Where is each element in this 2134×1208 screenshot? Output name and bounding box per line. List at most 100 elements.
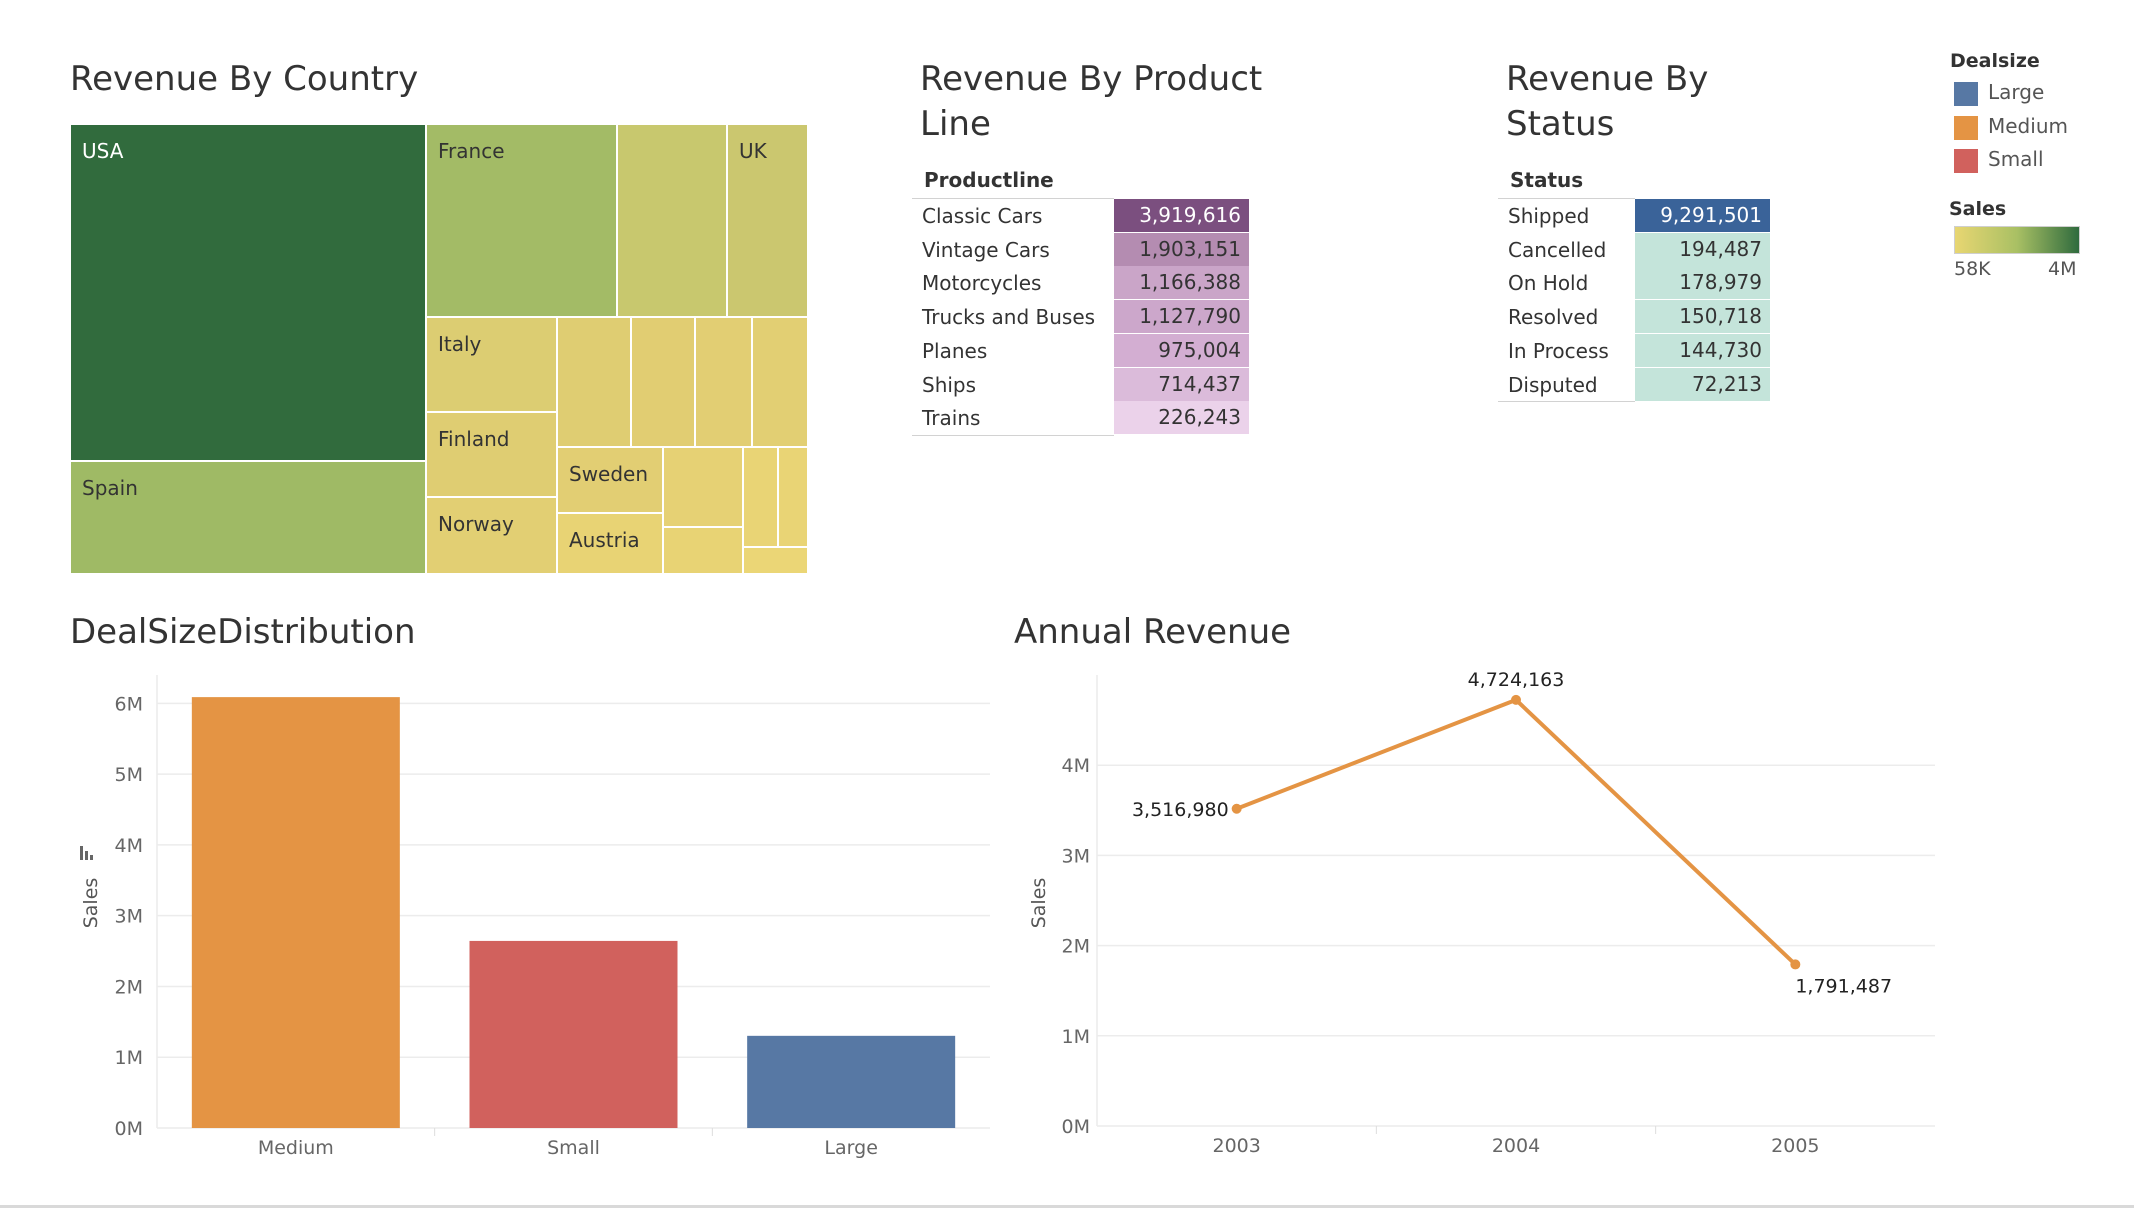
treemap-cell-austria[interactable]: Austria [557,513,663,574]
product-line-title-line1: Revenue By Product [920,59,1263,99]
product-label: Planes [922,338,988,363]
status-value: 9,291,501 [1635,199,1770,232]
product-line-title: Revenue By Product Line [920,57,1262,147]
annual-line-chart: 3,516,980 4,724,163 1,791,487 0M 1M 2M 3M 4M 20… [1028,669,1935,1157]
bar-y-axis-label: Sales [80,878,102,929]
treemap-label-uk: UK [739,139,767,163]
bar-medium[interactable] [191,697,400,1128]
status-title-line1: Revenue By [1506,59,1709,99]
bar-small[interactable] [469,940,678,1128]
product-table-top-rule [912,198,1114,199]
bar-y-tick-label: 6M [115,693,143,715]
product-label: Trains [922,406,981,431]
line-data-label: 4,724,163 [1468,669,1565,691]
bar-y-tick-label: 3M [115,906,143,928]
sales-legend-title: Sales [1949,198,2007,220]
status-table-top-rule [1498,198,1635,199]
line-y-axis-label: Sales [1028,878,1050,929]
product-row-planes[interactable]: Planes 975,004 [912,333,1249,368]
line-series-path [1235,697,1797,966]
product-value: 3,919,616 [1114,199,1249,232]
line-y-tick-label: 2M [1062,936,1090,958]
product-row-vintage-cars[interactable]: Vintage Cars 1,903,151 [912,232,1249,267]
treemap-cell[interactable] [743,447,778,547]
product-label: Trucks and Buses [922,305,1096,330]
status-row-on-hold[interactable]: On Hold 178,979 [1498,266,1770,300]
sales-legend-min: 58K [1954,258,1991,280]
product-row-motorcycles[interactable]: Motorcycles 1,166,388 [912,266,1249,300]
line-marks: 3,516,980 4,724,163 1,791,487 [1132,669,1892,998]
status-label: Shipped [1508,204,1590,228]
dealsize-legend-title: Dealsize [1950,50,2040,72]
product-table-bottom-rule [912,434,1114,436]
status-row-shipped[interactable]: Shipped 9,291,501 [1498,199,1770,233]
status-value: 72,213 [1635,367,1770,401]
line-y-tick-label: 0M [1062,1116,1090,1138]
line-axis-labels: 0M 1M 2M 3M 4M 2003 2004 2005 [1062,755,1820,1157]
treemap-label-sweden: Sweden [569,462,649,486]
line-y-tick-label: 4M [1062,755,1090,777]
status-title-line2: Status [1506,104,1615,144]
treemap-cell-sweden[interactable]: Sweden [557,447,663,513]
status-value: 144,730 [1635,333,1770,367]
product-row-trucks-and-buses[interactable]: Trucks and Buses 1,127,790 [912,300,1249,334]
legend-label-small: Small [1988,147,2044,171]
status-row-cancelled[interactable]: Cancelled 194,487 [1498,232,1770,267]
treemap-label-spain: Spain [82,476,138,500]
line-point-2003[interactable] [1231,803,1242,814]
status-label: Disputed [1508,372,1598,397]
product-row-classic-cars[interactable]: Classic Cars 3,919,616 [912,199,1249,233]
line-point-2005[interactable] [1790,959,1801,970]
treemap-cell-usa[interactable]: USA [70,124,426,461]
treemap-cell-spain[interactable]: Spain [70,461,426,574]
product-row-trains[interactable]: Trains 226,243 [912,401,1249,435]
treemap-label-italy: Italy [438,332,482,356]
product-row-ships[interactable]: Ships 714,437 [912,367,1249,402]
country-treemap[interactable]: USA France Spain UK Italy Finland Norway… [70,124,808,574]
country-title: Revenue By Country [70,59,419,99]
treemap-cell[interactable] [743,547,808,574]
bar-y-tick-label: 5M [115,764,143,786]
treemap-cell[interactable] [631,317,695,447]
legend-swatch-large [1954,82,1978,106]
treemap-cell[interactable] [695,317,752,447]
status-value: 194,487 [1635,232,1770,266]
line-x-tick-label: 2004 [1492,1135,1540,1157]
bar-x-tick-label: Small [547,1137,600,1159]
bar-x-tick-label: Large [824,1137,877,1159]
line-y-tick-label: 3M [1062,845,1090,867]
treemap-label-austria: Austria [569,528,640,552]
treemap-cell-italy[interactable]: Italy [426,317,557,412]
treemap-cell-uk[interactable]: UK [727,124,808,317]
treemap-cell[interactable] [557,317,631,447]
treemap-cell[interactable] [778,447,808,547]
bar-y-tick-label: 1M [115,1047,143,1069]
line-x-tick-label: 2005 [1771,1135,1819,1157]
treemap-cell-norway[interactable]: Norway [426,497,557,574]
status-row-disputed[interactable]: Disputed 72,213 [1498,367,1770,402]
status-row-in-process[interactable]: In Process 144,730 [1498,333,1770,368]
treemap-cell[interactable] [663,527,743,574]
line-point-2004[interactable] [1511,694,1521,705]
bar-y-tick-label: 4M [115,835,143,857]
status-label: On Hold [1508,271,1589,296]
treemap-cell[interactable] [663,447,743,527]
product-label: Ships [922,372,977,397]
treemap-label-france: France [438,139,505,163]
legend-label-large: Large [1988,80,2045,104]
bar-large[interactable] [747,1035,956,1128]
dealsize-legend: Large Medium Small [1954,78,2114,178]
product-value: 714,437 [1114,367,1249,401]
treemap-cell[interactable] [617,124,727,317]
treemap-cell-france[interactable]: France [426,124,617,317]
treemap-cell[interactable] [752,317,808,447]
dealsize-title: DealSizeDistribution [70,612,416,652]
product-label: Motorcycles [922,271,1042,296]
product-label: Vintage Cars [922,237,1050,262]
status-row-resolved[interactable]: Resolved 150,718 [1498,300,1770,334]
line-data-label: 1,791,487 [1795,975,1892,997]
status-label: Resolved [1508,305,1599,330]
dealsize-bar-chart: 0M 1M 2M 3M 4M 5M 6M Medium Small Large Sales [80,675,990,1159]
bar-x-tick-label: Medium [258,1137,334,1159]
treemap-cell-finland[interactable]: Finland [426,412,557,497]
